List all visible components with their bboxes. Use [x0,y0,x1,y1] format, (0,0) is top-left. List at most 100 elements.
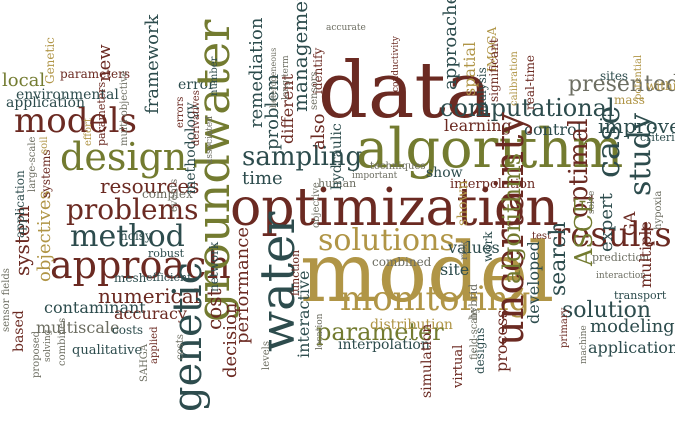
word-interpolation: interpolation [450,177,536,192]
word-genetic: genetic [165,262,211,412]
word-approaches: approaches [440,0,461,90]
word-decision: decision [220,302,241,378]
word-hydraulic: hydraulic [329,123,345,190]
word-environmental: environmental [16,87,119,103]
word-criteria: criteria [640,131,675,144]
word-conductivity: conductivity [391,35,401,92]
word-efficient: efficient [146,271,192,284]
word-presents: parameters [60,67,131,81]
word-show: show [426,165,463,181]
word-hypoxia: hypoxia [653,190,664,230]
word-improve: improve [598,114,675,138]
word-solution: solution [562,298,652,323]
word-sensor: application [6,95,85,111]
word-important: important [352,171,398,181]
word-modeling: modeling [590,316,675,337]
word-mass: mass [614,93,645,107]
word-control: control [524,120,582,139]
word-algorithm: algorithm [356,117,624,180]
word-approach: approach [50,243,231,287]
word-proposed: proposed [31,330,42,378]
word-multiple: multiple [636,221,655,288]
word-error: error [178,77,215,93]
word-mesh: mesh [114,271,147,285]
word-combined: combined [372,255,432,269]
word-location: location [315,313,325,350]
word-study: study [623,113,658,196]
word-qualitative: interpolation [338,337,430,353]
word-systems: systems [39,149,53,198]
word-machine: machine [579,325,589,364]
word-contaminant: contaminant [44,298,146,317]
word-process: process [492,309,511,372]
word-heterogeneous: heterogeneous [269,47,278,108]
word-costs: costs [175,334,186,360]
word-numerical: numerical [98,284,201,308]
word-within: within [646,79,675,93]
word-applied: applied [149,326,160,364]
word-derivatives: derivatives [191,90,202,146]
word-case: case [589,105,627,178]
word-effort: effort [83,118,94,146]
word-parameters: parameters [95,81,108,146]
word-information: qualitative [72,343,143,358]
word-simulation: simulation [419,323,435,398]
word-resources: resources [100,174,200,198]
word-optimization: optimization [230,178,559,238]
word-virtual: virtual [451,344,466,388]
word-application: application [13,170,27,238]
word-time: time [242,168,283,189]
word-complex: complex [142,187,193,201]
word-model: model [300,226,555,321]
word-significant: significant [487,38,501,102]
word-test: test [532,231,552,242]
word-distribution: distribution [370,317,453,333]
word-calibration: calibration [509,51,520,106]
word-based: based [11,310,27,352]
word-multiscale: multiscale [36,318,120,337]
word-number: number [209,56,220,96]
word-sampling: sampling [242,142,363,172]
word-sensors: sensors [309,71,320,110]
word-risk: risk [459,240,470,260]
word-presented: presented [568,72,675,97]
word-results: results [554,215,672,255]
word-sensor-fields: sensor fields [1,268,12,332]
word-objective: objective [311,182,322,228]
word-interaction: interaction [596,271,647,281]
word-method: method [70,219,185,254]
word-solve: solve [587,190,597,214]
word-events: events [169,178,180,212]
word-algorithms: algorithms [498,152,526,284]
word-accurate: accurate [326,23,366,33]
word-expert: expert [596,193,617,252]
word-sites: sites [600,69,629,83]
word-prediction: prediction [592,251,650,264]
word-soil: soil [39,136,50,154]
word-errors: errors [175,96,186,128]
word-monitoring: monitoring [340,279,531,319]
word-models: models [14,101,137,141]
word-levels: levels [261,340,272,370]
word-work: work [481,231,495,262]
word-analysis: analysis [475,67,489,116]
word-human: human [318,177,357,190]
word-long-term: long-term [281,55,291,100]
word-learning: learning [444,116,512,135]
word-parameter: parameter [316,318,444,346]
word-solutions: solutions [318,223,455,258]
word-associated: associated [205,115,215,164]
word-techniques: techniques [370,161,426,172]
word-problems: problems [66,193,199,226]
word-developed: developed [524,241,543,324]
word-real-time: real-time [523,54,537,110]
word-field-scale: field-scale [469,308,480,360]
word-design: design [60,135,188,179]
word-function: function [289,249,302,296]
word-solving: solving [43,329,53,362]
word-computational: computational [440,94,615,122]
word-data: data [318,46,493,136]
word-shown: shown [455,180,471,226]
